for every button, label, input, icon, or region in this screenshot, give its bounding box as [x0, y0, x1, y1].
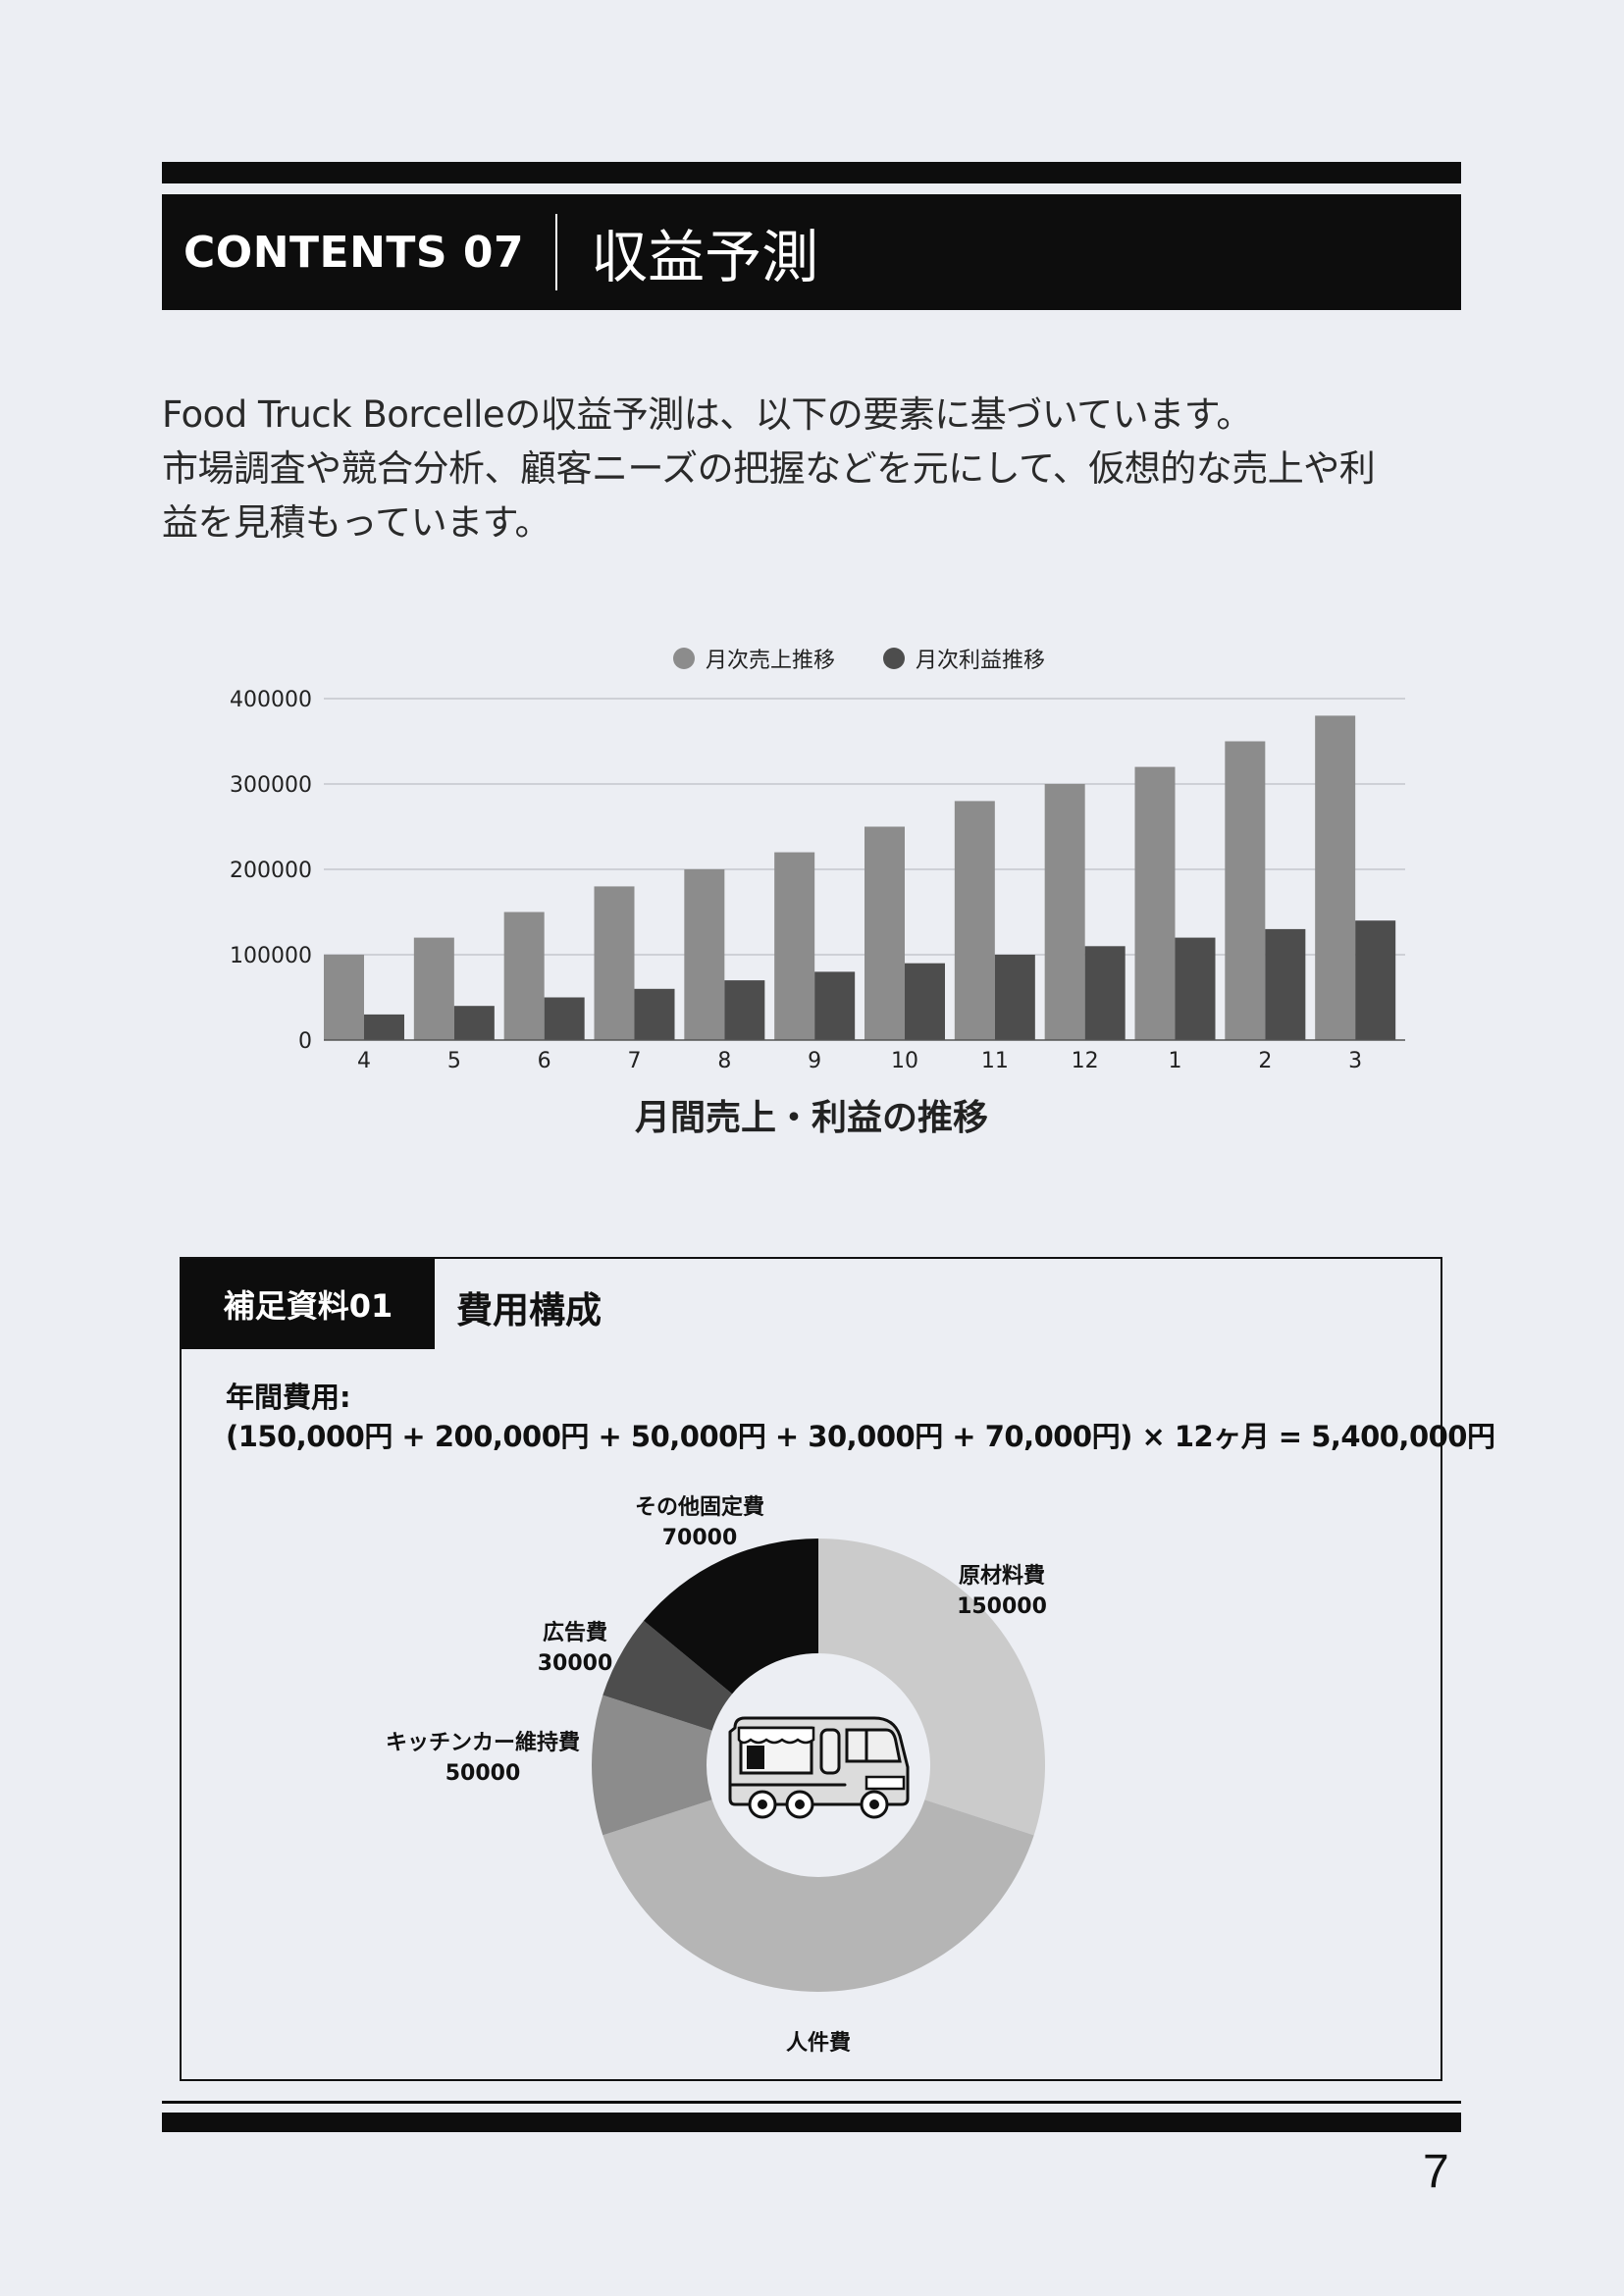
- sales-bar: [774, 852, 815, 1040]
- annual-cost-formula: (150,000円 + 200,000円 + 50,000円 + 30,000円…: [226, 1420, 1495, 1453]
- sales-bar: [954, 801, 995, 1040]
- cost-breakdown-donut: 原材料費 150000 人件費 200000 キッチンカー維持費 50000 広告費 3000…: [386, 1494, 1047, 2063]
- x-tick-label: 11: [981, 1049, 1009, 1073]
- slice-label: 原材料費: [959, 1564, 1045, 1589]
- intro-line: 市場調査や競合分析、顧客ニーズの把握などを元にして、仮想的な売上や利: [162, 447, 1376, 490]
- y-tick-label: 0: [298, 1029, 312, 1054]
- donut-slice: [602, 1620, 733, 1731]
- x-tick-label: 5: [447, 1049, 461, 1073]
- section-title: 収益予測: [591, 224, 819, 290]
- chart-legend: 月次売上推移 月次利益推移: [673, 648, 1045, 673]
- sales-bar: [864, 826, 905, 1040]
- footer-thin-rule: [162, 2101, 1461, 2104]
- slice-value: 50000: [445, 1761, 521, 1786]
- sales-bar: [1315, 715, 1356, 1040]
- sales-bar: [1225, 741, 1266, 1040]
- intro-paragraph: Food Truck Borcelleの収益予測は、以下の要素に基づいています。…: [162, 388, 1467, 549]
- slice-value: 30000: [538, 1651, 613, 1676]
- profit-bar: [724, 980, 765, 1040]
- x-tick-label: 7: [628, 1049, 642, 1073]
- profit-bar: [814, 971, 856, 1040]
- y-tick-label: 200000: [230, 859, 312, 883]
- sales-bar: [684, 869, 725, 1040]
- donut-slices: [591, 1539, 1045, 1992]
- legend-swatch: [883, 648, 905, 669]
- legend-label: 月次売上推移: [706, 649, 835, 673]
- profit-bar: [994, 955, 1035, 1040]
- donut-slice: [591, 1695, 712, 1836]
- bars: 4 5 6 7 8 9 10 11 12 1 2 3: [324, 715, 1396, 1073]
- profit-bar: [544, 997, 585, 1040]
- food-truck-icon: [728, 1716, 910, 1819]
- y-tick-label: 100000: [230, 944, 312, 968]
- donut-slice: [818, 1539, 1045, 1836]
- legend-label: 月次利益推移: [916, 649, 1045, 673]
- page-number: 7: [1423, 2146, 1449, 2198]
- donut-slice: [644, 1539, 818, 1695]
- slice-value: 150000: [957, 1594, 1047, 1619]
- profit-bar: [905, 963, 945, 1040]
- section-header: CONTENTS 07 収益予測: [162, 194, 1461, 310]
- slice-value: 70000: [662, 1526, 738, 1550]
- sales-bar: [503, 912, 545, 1040]
- slice-label: その他固定費: [635, 1494, 764, 1520]
- slice-label: 広告費: [543, 1620, 607, 1645]
- sales-bar: [1044, 784, 1085, 1040]
- section-label: CONTENTS 07: [183, 227, 525, 278]
- monthly-sales-profit-chart: 月次売上推移 月次利益推移 400000 300000 200000 100000 0 4 5 6…: [230, 648, 1405, 1138]
- y-tick-label: 300000: [230, 773, 312, 798]
- header-top-rule: [162, 162, 1461, 183]
- intro-line: 益を見積もっています。: [162, 501, 550, 544]
- x-tick-label: 3: [1348, 1049, 1362, 1073]
- legend-swatch: [673, 648, 695, 669]
- profit-bar: [634, 988, 675, 1040]
- x-tick-label: 8: [717, 1049, 731, 1073]
- slice-label: 人件費: [786, 2031, 851, 2056]
- annual-cost-heading: 年間費用:: [226, 1381, 351, 1414]
- x-tick-label: 12: [1072, 1049, 1099, 1073]
- profit-bar: [1355, 920, 1396, 1040]
- y-tick-label: 400000: [230, 688, 312, 712]
- chart-title: 月間売上・利益の推移: [635, 1098, 988, 1138]
- profit-bar: [453, 1006, 495, 1040]
- x-tick-label: 4: [357, 1049, 371, 1073]
- sales-bar: [594, 886, 635, 1040]
- supplement-panel: 補足資料01 費用構成 年間費用: (150,000円 + 200,000円 +…: [180, 1257, 1495, 2081]
- sales-bar: [1134, 766, 1176, 1040]
- x-tick-label: 9: [808, 1049, 821, 1073]
- x-tick-label: 1: [1169, 1049, 1182, 1073]
- sales-bar: [324, 955, 364, 1040]
- sales-bar: [413, 937, 454, 1040]
- header-divider: [555, 214, 558, 290]
- x-tick-label: 6: [538, 1049, 551, 1073]
- x-tick-label: 2: [1258, 1049, 1272, 1073]
- slice-label: キッチンカー維持費: [386, 1730, 580, 1755]
- profit-bar: [1084, 946, 1126, 1040]
- supplement-title: 費用構成: [456, 1289, 602, 1331]
- supplement-tag: 補足資料01: [182, 1259, 435, 1349]
- slice-value: 200000: [773, 2061, 864, 2063]
- footer-rule: [162, 2113, 1461, 2132]
- profit-bar: [1175, 937, 1216, 1040]
- profit-bar: [364, 1014, 404, 1040]
- donut-slice: [602, 1800, 1034, 1992]
- x-tick-label: 10: [891, 1049, 918, 1073]
- intro-line: Food Truck Borcelleの収益予測は、以下の要素に基づいています。: [162, 393, 1252, 436]
- profit-bar: [1265, 928, 1306, 1040]
